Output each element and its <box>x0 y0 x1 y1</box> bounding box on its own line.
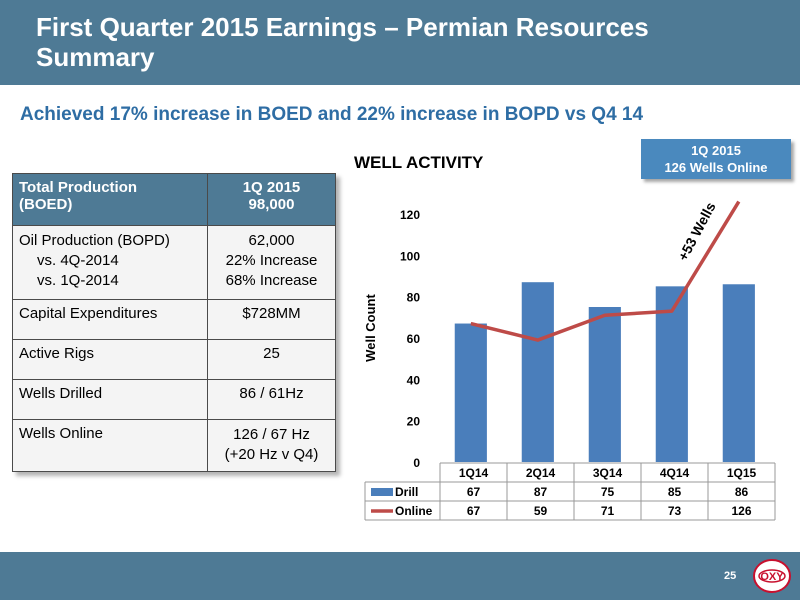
header-value-cell: 1Q 2015 98,000 <box>207 173 336 226</box>
header-label-cell: Total Production (BOED) <box>12 173 208 226</box>
footer-bar <box>0 552 800 600</box>
data-table-value: 87 <box>534 485 548 499</box>
data-table-value: 85 <box>668 485 682 499</box>
row-label-cell: Wells Online <box>12 419 208 472</box>
bar-drill <box>521 282 554 462</box>
table-row: Wells Online 126 / 67 Hz (+20 Hz v Q4) <box>12 419 336 472</box>
bar-drill <box>655 286 688 462</box>
row-label-cell: Active Rigs <box>12 339 208 380</box>
annotation-text: +53 Wells <box>675 199 719 263</box>
data-table-value: 126 <box>731 504 751 518</box>
x-tick-label: 2Q14 <box>526 466 556 480</box>
row-value-line: 22% Increase <box>225 252 318 269</box>
well-activity-chart: WELL ACTIVITY Well Count 0 20 40 60 80 100 120 +5… <box>354 153 776 521</box>
header-label-line-2: (BOED) <box>19 196 73 213</box>
callout-line-2: 126 Wells Online <box>664 160 768 175</box>
x-tick-label: 1Q15 <box>727 466 757 480</box>
oxy-logo: OXY <box>753 559 791 593</box>
row-label-line: vs. 1Q-2014 <box>37 272 119 289</box>
row-value-line: (+20 Hz v Q4) <box>224 446 319 463</box>
row-value-cell: 62,000 22% Increase 68% Increase <box>207 225 336 300</box>
data-table-value: 75 <box>601 485 615 499</box>
slide-subtitle: Achieved 17% increase in BOED and 22% in… <box>20 104 644 125</box>
header-label-line-1: Total Production <box>19 179 138 196</box>
table-row: Capital Expenditures $728MM <box>12 299 336 340</box>
legend-label: Drill <box>395 485 418 499</box>
summary-table-header: Total Production (BOED) 1Q 2015 98,000 <box>12 173 336 226</box>
slide-title: First Quarter 2015 Earnings – Permian Re… <box>36 12 649 72</box>
table-row: Wells Drilled 86 / 61Hz <box>12 379 336 420</box>
data-table-value: 73 <box>668 504 682 518</box>
logo-text: OXY <box>760 571 784 583</box>
bar-drill <box>588 307 621 462</box>
x-tick-label: 4Q14 <box>660 466 690 480</box>
y-tick-label: 120 <box>400 208 420 222</box>
table-row: Oil Production (BOPD) vs. 4Q-2014 vs. 1Q… <box>12 225 336 300</box>
bar-drill <box>722 284 755 462</box>
row-value-cell: 86 / 61Hz <box>207 379 336 420</box>
row-label-cell: Oil Production (BOPD) vs. 4Q-2014 vs. 1Q… <box>12 225 208 300</box>
data-table-value: 71 <box>601 504 615 518</box>
row-value-line: 68% Increase <box>225 272 318 289</box>
y-tick-label: 60 <box>407 332 421 346</box>
y-tick-label: 100 <box>400 249 420 263</box>
y-tick-label: 40 <box>407 373 421 387</box>
row-label-cell: Wells Drilled <box>12 379 208 420</box>
row-value-line: 126 / 67 Hz <box>233 426 310 443</box>
x-tick-label: 3Q14 <box>593 466 623 480</box>
y-tick-label: 80 <box>407 291 421 305</box>
data-table-value: 67 <box>467 485 481 499</box>
row-value-cell: $728MM <box>207 299 336 340</box>
wells-online-callout: 1Q 2015 126 Wells Online <box>641 139 791 179</box>
y-tick-label: 20 <box>407 415 421 429</box>
data-table-value: 67 <box>467 504 481 518</box>
y-axis-label: Well Count <box>363 294 378 362</box>
row-label-cell: Capital Expenditures <box>12 299 208 340</box>
page-number: 25 <box>724 570 737 582</box>
data-table-value: 86 <box>735 485 749 499</box>
legend-label: Online <box>395 504 433 518</box>
x-tick-label: 1Q14 <box>459 466 489 480</box>
legend-swatch-drill <box>371 488 393 496</box>
y-tick-label: 0 <box>413 456 420 470</box>
header-value-line-1: 1Q 2015 <box>242 179 301 196</box>
row-value-line: 62,000 <box>248 232 295 249</box>
data-table-value: 59 <box>534 504 548 518</box>
row-label-line: vs. 4Q-2014 <box>37 252 119 269</box>
row-label-line: Oil Production (BOPD) <box>19 232 170 249</box>
row-value-cell: 25 <box>207 339 336 380</box>
line-online <box>470 200 741 342</box>
header-value-line-2: 98,000 <box>248 196 295 213</box>
callout-line-1: 1Q 2015 <box>691 143 741 158</box>
bar-drill <box>454 323 487 462</box>
table-row: Active Rigs 25 <box>12 339 336 380</box>
title-bar: First Quarter 2015 Earnings – Permian Re… <box>0 0 800 85</box>
chart-title: WELL ACTIVITY <box>354 153 484 172</box>
summary-table: Total Production (BOED) 1Q 2015 98,000 O… <box>12 173 336 472</box>
row-value-cell: 126 / 67 Hz (+20 Hz v Q4) <box>207 419 336 472</box>
